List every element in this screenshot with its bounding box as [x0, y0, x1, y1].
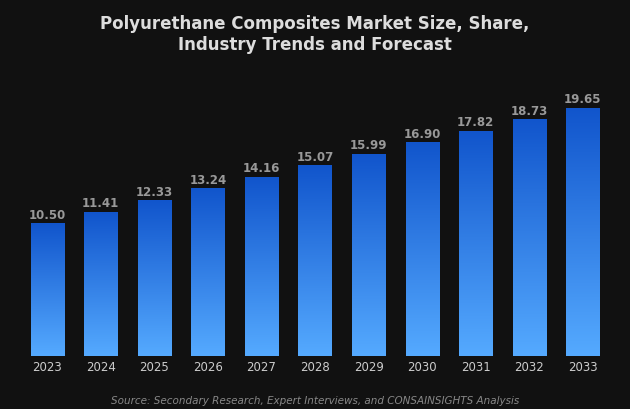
Text: 18.73: 18.73: [511, 105, 548, 117]
Text: 12.33: 12.33: [135, 185, 173, 198]
Text: 15.99: 15.99: [350, 139, 387, 152]
Title: Polyurethane Composites Market Size, Share,
Industry Trends and Forecast: Polyurethane Composites Market Size, Sha…: [100, 15, 530, 54]
Text: 11.41: 11.41: [82, 197, 119, 210]
Text: Source: Secondary Research, Expert Interviews, and CONSAINSIGHTS Analysis: Source: Secondary Research, Expert Inter…: [111, 395, 519, 405]
Text: 10.50: 10.50: [28, 208, 66, 221]
Text: 14.16: 14.16: [243, 162, 280, 175]
Text: 17.82: 17.82: [457, 116, 495, 129]
Text: 15.07: 15.07: [296, 151, 334, 164]
Text: 19.65: 19.65: [564, 93, 602, 106]
Text: 16.90: 16.90: [403, 128, 441, 141]
Text: 13.24: 13.24: [189, 174, 226, 187]
